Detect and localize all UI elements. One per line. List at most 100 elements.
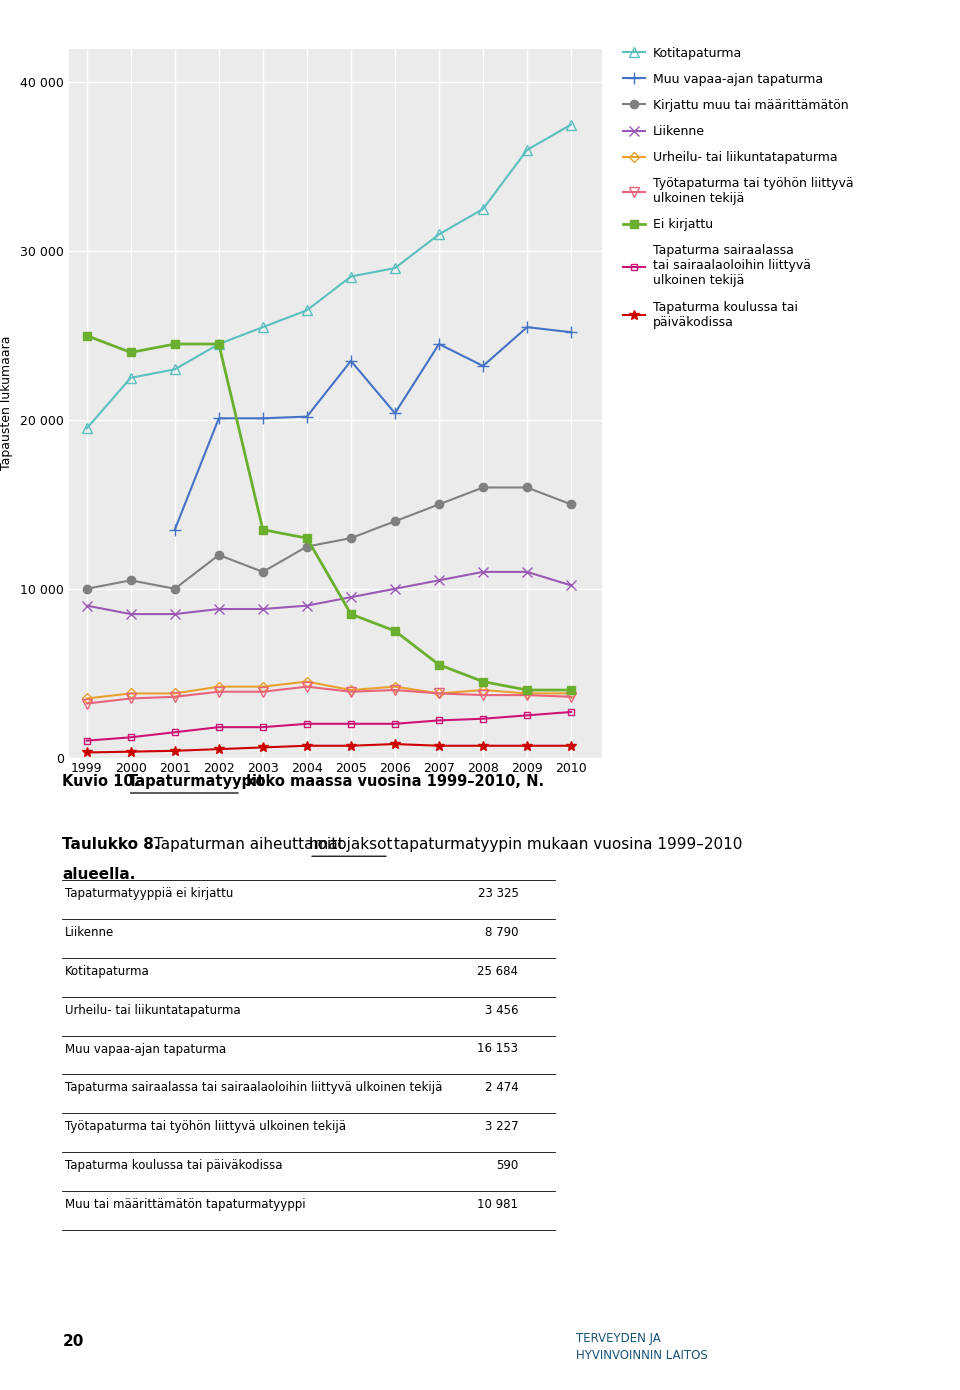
Urheilu- tai liikuntatapaturma xyxy=(477,681,489,698)
Ei kirjattu xyxy=(346,606,357,623)
Tapaturma sairaalassa
tai sairaalaoloihin liittyvä
ulkoinen tekijä xyxy=(125,728,136,745)
Text: 10 981: 10 981 xyxy=(477,1198,518,1211)
Kirjattu muu tai määrittämätön xyxy=(565,496,577,513)
Tapaturma koulussa tai
päiväkodissa xyxy=(169,742,180,759)
Työtapaturma tai työhön liittyvä
ulkoinen tekijä xyxy=(301,678,313,695)
Text: 8 790: 8 790 xyxy=(485,926,518,938)
Tapaturma sairaalassa
tai sairaalaoloihin liittyvä
ulkoinen tekijä xyxy=(346,716,357,733)
Kirjattu muu tai määrittämätön xyxy=(477,480,489,496)
Kotitapaturma xyxy=(346,268,357,285)
Text: TERVEYDEN JA
HYVINVOINNIN LAITOS: TERVEYDEN JA HYVINVOINNIN LAITOS xyxy=(576,1332,708,1362)
Text: 16 153: 16 153 xyxy=(477,1042,518,1055)
Text: hoitojaksot: hoitojaksot xyxy=(309,837,394,852)
Kotitapaturma xyxy=(301,302,313,318)
Kirjattu muu tai määrittämätön xyxy=(433,496,444,513)
Työtapaturma tai työhön liittyvä
ulkoinen tekijä xyxy=(565,688,577,705)
Line: Työtapaturma tai työhön liittyvä
ulkoinen tekijä: Työtapaturma tai työhön liittyvä ulkoine… xyxy=(82,682,576,709)
Tapaturma sairaalassa
tai sairaalaoloihin liittyvä
ulkoinen tekijä xyxy=(257,719,269,735)
Työtapaturma tai työhön liittyvä
ulkoinen tekijä xyxy=(433,685,444,702)
Ei kirjattu xyxy=(81,327,92,343)
Tapaturma koulussa tai
päiväkodissa xyxy=(257,739,269,756)
Kotitapaturma xyxy=(81,420,92,436)
Ei kirjattu xyxy=(125,345,136,361)
Text: 590: 590 xyxy=(496,1159,518,1172)
Ei kirjattu xyxy=(389,623,400,639)
Ei kirjattu xyxy=(257,521,269,538)
Text: tapaturmatyypin mukaan vuosina 1999–2010: tapaturmatyypin mukaan vuosina 1999–2010 xyxy=(389,837,742,852)
Liikenne xyxy=(346,589,357,606)
Line: Tapaturma sairaalassa
tai sairaalaoloihin liittyvä
ulkoinen tekijä: Tapaturma sairaalassa tai sairaalaoloihi… xyxy=(84,709,575,744)
Muu vapaa-ajan tapaturma xyxy=(169,521,180,538)
Text: Kuvio 10.: Kuvio 10. xyxy=(62,774,145,790)
Tapaturma sairaalassa
tai sairaalaoloihin liittyvä
ulkoinen tekijä xyxy=(521,708,533,724)
Tapaturma koulussa tai
päiväkodissa xyxy=(346,737,357,753)
Line: Ei kirjattu: Ei kirjattu xyxy=(83,331,575,694)
Tapaturma sairaalassa
tai sairaalaoloihin liittyvä
ulkoinen tekijä xyxy=(301,716,313,733)
Kirjattu muu tai määrittämätön xyxy=(389,513,400,530)
Text: Muu vapaa-ajan tapaturma: Muu vapaa-ajan tapaturma xyxy=(65,1042,227,1055)
Liikenne xyxy=(433,573,444,589)
Line: Kirjattu muu tai määrittämätön: Kirjattu muu tai määrittämätön xyxy=(83,484,575,594)
Text: Tapaturmatyyppiä ei kirjattu: Tapaturmatyyppiä ei kirjattu xyxy=(65,887,233,899)
Muu vapaa-ajan tapaturma xyxy=(521,318,533,335)
Text: Taulukko 8.: Taulukko 8. xyxy=(62,837,160,852)
Kirjattu muu tai määrittämätön xyxy=(169,581,180,598)
Text: 3 456: 3 456 xyxy=(485,1004,518,1016)
Liikenne xyxy=(169,606,180,623)
Tapaturma koulussa tai
päiväkodissa xyxy=(565,737,577,753)
Muu vapaa-ajan tapaturma xyxy=(257,410,269,427)
Työtapaturma tai työhön liittyvä
ulkoinen tekijä xyxy=(521,687,533,703)
Text: Työtapaturma tai työhön liittyvä ulkoinen tekijä: Työtapaturma tai työhön liittyvä ulkoine… xyxy=(65,1120,347,1133)
Kotitapaturma xyxy=(125,370,136,386)
Liikenne xyxy=(257,600,269,617)
Kotitapaturma xyxy=(257,318,269,335)
Muu vapaa-ajan tapaturma xyxy=(389,404,400,421)
Kirjattu muu tai määrittämätön xyxy=(521,480,533,496)
Text: koko maassa vuosina 1999–2010, N.: koko maassa vuosina 1999–2010, N. xyxy=(241,774,544,790)
Kotitapaturma xyxy=(169,361,180,378)
Tapaturma sairaalassa
tai sairaalaoloihin liittyvä
ulkoinen tekijä xyxy=(213,719,225,735)
Tapaturma koulussa tai
päiväkodissa xyxy=(477,737,489,753)
Ei kirjattu xyxy=(521,681,533,698)
Työtapaturma tai työhön liittyvä
ulkoinen tekijä xyxy=(169,688,180,705)
Tapaturma koulussa tai
päiväkodissa xyxy=(301,737,313,753)
Tapaturma koulussa tai
päiväkodissa xyxy=(389,735,400,752)
Ei kirjattu xyxy=(301,530,313,546)
Text: 2 474: 2 474 xyxy=(485,1081,518,1094)
Tapaturma sairaalassa
tai sairaalaoloihin liittyvä
ulkoinen tekijä xyxy=(477,710,489,727)
Liikenne xyxy=(389,581,400,598)
Text: 3 227: 3 227 xyxy=(485,1120,518,1133)
Urheilu- tai liikuntatapaturma xyxy=(565,685,577,702)
Urheilu- tai liikuntatapaturma xyxy=(213,678,225,695)
Urheilu- tai liikuntatapaturma xyxy=(125,685,136,702)
Muu vapaa-ajan tapaturma xyxy=(301,409,313,425)
Tapaturma sairaalassa
tai sairaalaoloihin liittyvä
ulkoinen tekijä xyxy=(169,724,180,741)
Tapaturma koulussa tai
päiväkodissa xyxy=(521,737,533,753)
Ei kirjattu xyxy=(169,335,180,352)
Tapaturma sairaalassa
tai sairaalaoloihin liittyvä
ulkoinen tekijä xyxy=(565,703,577,720)
Tapaturma koulussa tai
päiväkodissa xyxy=(433,737,444,753)
Urheilu- tai liikuntatapaturma xyxy=(169,685,180,702)
Liikenne xyxy=(477,563,489,580)
Text: Kotitapaturma: Kotitapaturma xyxy=(65,965,150,977)
Kotitapaturma xyxy=(389,260,400,277)
Text: alueella.: alueella. xyxy=(62,867,135,883)
Työtapaturma tai työhön liittyvä
ulkoinen tekijä xyxy=(257,684,269,701)
Kirjattu muu tai määrittämätön xyxy=(125,573,136,589)
Urheilu- tai liikuntatapaturma xyxy=(301,673,313,689)
Työtapaturma tai työhön liittyvä
ulkoinen tekijä xyxy=(213,684,225,701)
Kirjattu muu tai määrittämätön xyxy=(81,581,92,598)
Ei kirjattu xyxy=(213,335,225,352)
Ei kirjattu xyxy=(565,681,577,698)
Text: 20: 20 xyxy=(62,1334,84,1350)
Kotitapaturma xyxy=(521,142,533,158)
Text: Tapaturmatyypit: Tapaturmatyypit xyxy=(128,774,265,790)
Line: Kotitapaturma: Kotitapaturma xyxy=(82,120,576,434)
Muu vapaa-ajan tapaturma xyxy=(346,353,357,370)
Työtapaturma tai työhön liittyvä
ulkoinen tekijä xyxy=(81,695,92,712)
Legend: Kotitapaturma, Muu vapaa-ajan tapaturma, Kirjattu muu tai määrittämätön, Liikenn: Kotitapaturma, Muu vapaa-ajan tapaturma,… xyxy=(618,42,858,334)
Tapaturma koulussa tai
päiväkodissa xyxy=(81,744,92,760)
Kirjattu muu tai määrittämätön xyxy=(301,538,313,555)
Muu vapaa-ajan tapaturma xyxy=(477,357,489,374)
Line: Tapaturma koulussa tai
päiväkodissa: Tapaturma koulussa tai päiväkodissa xyxy=(82,739,576,758)
